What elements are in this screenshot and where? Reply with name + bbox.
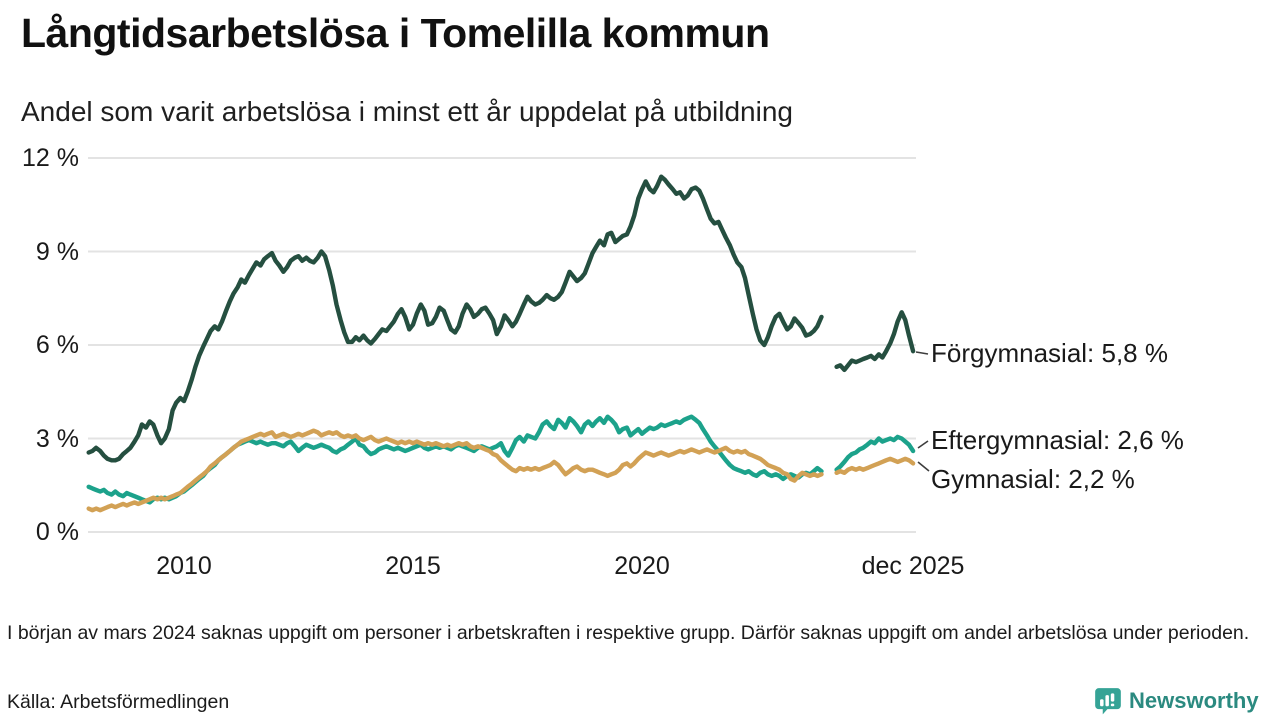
line-gymnasial xyxy=(86,428,824,513)
x-tick-2010: 2010 xyxy=(156,552,212,580)
line-eftergymnasial xyxy=(834,434,916,472)
series-label-forgymnasial: Förgymnasial: 5,8 % xyxy=(931,338,1168,368)
x-tick-dec2025: dec 2025 xyxy=(861,552,965,580)
connector-eftergymnasial xyxy=(917,440,929,449)
bar-chart-speech-bubble-icon xyxy=(1095,688,1121,715)
footnote: I början av mars 2024 saknas uppgift om … xyxy=(7,622,1250,644)
connector-forgymnasial xyxy=(915,351,929,355)
y-tick-12: 12 % xyxy=(22,144,79,172)
y-tick-9: 9 % xyxy=(35,237,79,266)
line-gymnasial xyxy=(834,456,916,475)
series-label-eftergymnasial: Eftergymnasial: 2,6 % xyxy=(931,425,1184,455)
label-connectors xyxy=(915,351,930,472)
y-tick-0: 0 % xyxy=(35,518,79,546)
source-label: Källa: Arbetsförmedlingen xyxy=(7,691,230,713)
newsworthy-logo-text: Newsworthy xyxy=(1129,688,1259,713)
line-förgymnasial xyxy=(834,310,916,373)
series-lines xyxy=(86,174,916,513)
line-förgymnasial xyxy=(86,174,824,463)
connector-gymnasial xyxy=(917,461,930,472)
line-eftergymnasial xyxy=(86,414,824,505)
series-label-gymnasial: Gymnasial: 2,2 % xyxy=(931,464,1135,494)
x-tick-2020: 2020 xyxy=(614,552,670,580)
x-tick-2015: 2015 xyxy=(385,552,441,580)
gridlines xyxy=(88,157,916,533)
newsworthy-logo: Newsworthy xyxy=(1094,686,1259,716)
y-tick-6: 6 % xyxy=(35,331,79,359)
chart-subtitle: Andel som varit arbetslösa i minst ett å… xyxy=(21,96,793,127)
y-tick-3: 3 % xyxy=(35,424,79,453)
page-title: Långtidsarbetslösa i Tomelilla kommun xyxy=(21,10,770,56)
